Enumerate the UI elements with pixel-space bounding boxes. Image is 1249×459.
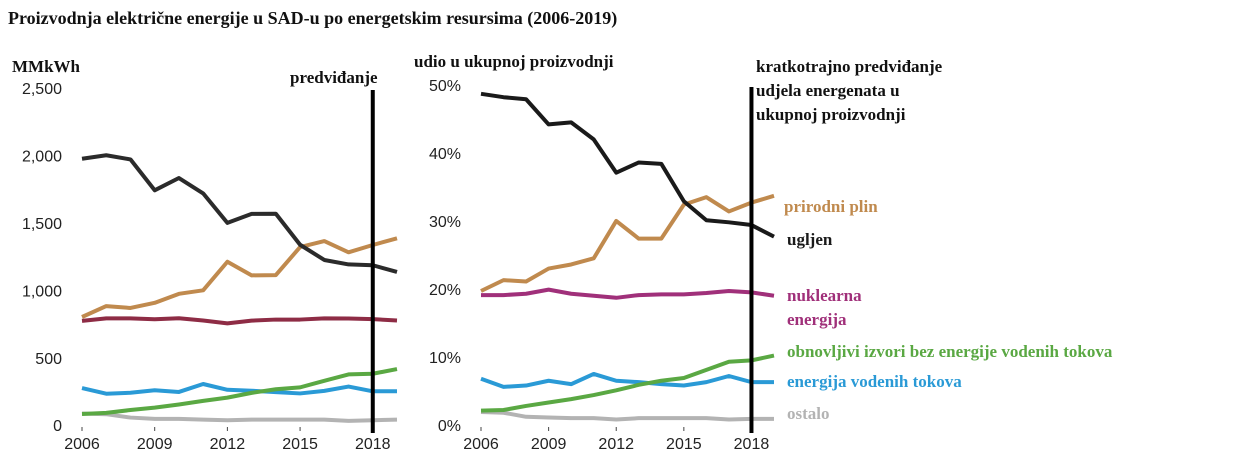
y-tick-label: 2,000 <box>22 149 62 166</box>
line-series <box>81 367 398 417</box>
line-series <box>480 410 774 422</box>
y-tick-label: 30% <box>429 214 461 231</box>
y-tick-label: 10% <box>429 350 461 367</box>
x-tick-label: 2018 <box>355 436 391 453</box>
line-series <box>81 153 398 274</box>
series-label: ugljen <box>787 230 833 249</box>
line-series <box>81 381 397 396</box>
y-tick-label: 50% <box>429 78 461 95</box>
series-label: nuklearna energija <box>787 286 862 329</box>
annotation: predviđanje <box>290 68 378 87</box>
line-series <box>480 91 775 239</box>
y-tick-label: 40% <box>429 146 461 163</box>
x-tick-label: 2009 <box>137 436 173 453</box>
y-tick-label: 1,000 <box>22 283 62 300</box>
line-series <box>481 287 775 300</box>
x-tick-label: 2006 <box>463 436 499 453</box>
line-series <box>81 316 398 326</box>
y-tick-label: 0% <box>438 418 461 435</box>
y-tick-label: 0 <box>53 418 62 435</box>
chart-title: Proizvodnja električne energije u SAD-u … <box>8 8 618 28</box>
series-label: prirodni plin <box>784 197 878 216</box>
x-tick-label: 2015 <box>666 436 702 453</box>
y-tick-label: 2,500 <box>22 81 62 98</box>
line-series <box>81 236 398 319</box>
y-tick-label: 1,500 <box>22 216 62 233</box>
line-series <box>480 353 775 413</box>
series-label: energija vodenih tokova <box>787 372 962 391</box>
line-series <box>480 193 775 293</box>
x-tick-label: 2009 <box>531 436 567 453</box>
x-tick-label: 2015 <box>282 436 318 453</box>
line-series <box>81 411 398 423</box>
line-series <box>480 371 774 389</box>
annotation: kratkotrajno predviđanje udjela energena… <box>756 57 943 124</box>
x-tick-label: 2018 <box>734 436 770 453</box>
x-tick-label: 2006 <box>64 436 100 453</box>
y-tick-label: 20% <box>429 282 461 299</box>
x-tick-label: 2012 <box>598 436 634 453</box>
x-tick-label: 2012 <box>210 436 246 453</box>
y-axis-label: udio u ukupnoj proizvodnji <box>414 52 614 71</box>
y-axis-label: MMkWh <box>12 57 80 76</box>
series-label: obnovljivi izvori bez energije vodenih t… <box>787 342 1113 361</box>
y-tick-label: 500 <box>35 351 62 368</box>
series-label: ostalo <box>787 404 830 423</box>
